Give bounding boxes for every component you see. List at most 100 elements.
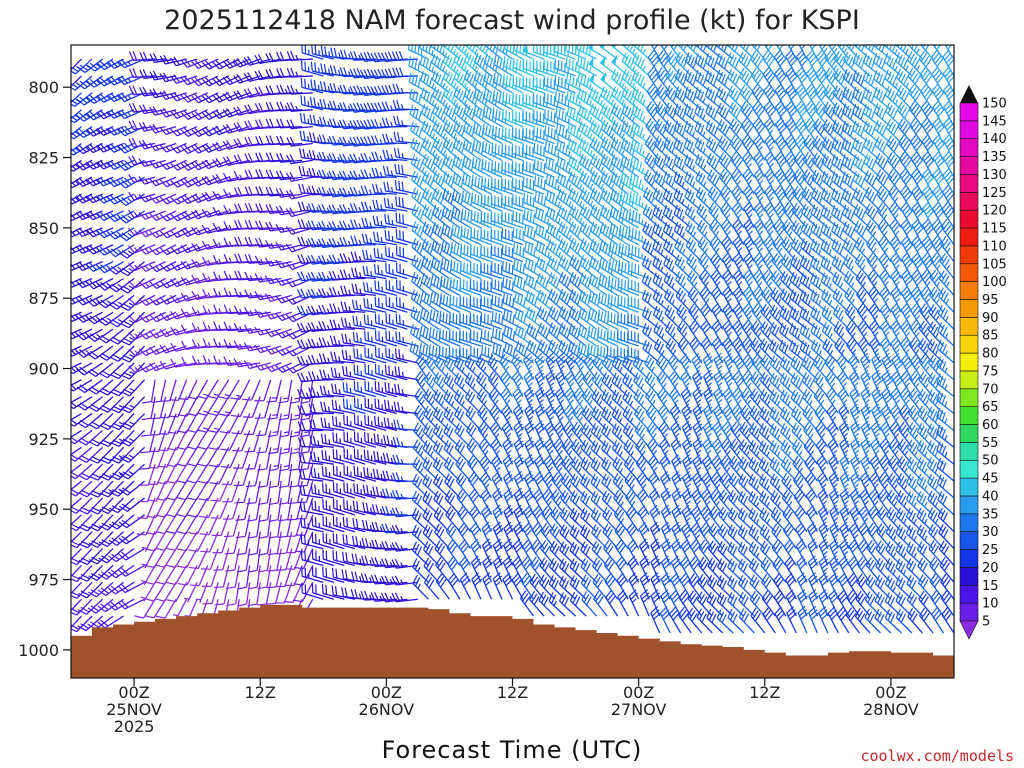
wind-barb [300, 95, 324, 111]
wind-barb [276, 84, 303, 95]
wind-barb [492, 572, 503, 600]
wind-barb [159, 159, 187, 171]
wind-barb [109, 463, 135, 481]
wind-barb [97, 311, 124, 326]
wind-barb [230, 379, 251, 400]
wind-barb [144, 598, 167, 619]
wind-barb [71, 396, 72, 398]
wind-barb [77, 446, 103, 463]
wind-barb [244, 236, 271, 247]
wind-barb [120, 396, 146, 414]
wind-barb [165, 531, 188, 551]
wind-barb [180, 244, 208, 254]
wind-barb [119, 261, 145, 277]
wind-barb [279, 413, 293, 438]
wind-barb [343, 414, 366, 432]
wind-barb [128, 362, 156, 374]
wind-barb [165, 480, 188, 501]
wind-barb [109, 345, 135, 362]
wind-barb [223, 287, 250, 298]
wind-barb [834, 337, 850, 364]
wind-barb [71, 109, 82, 120]
wind-barb [322, 515, 345, 533]
wind-barb [300, 533, 324, 550]
wind-barb [88, 548, 114, 565]
wind-barb [243, 360, 271, 370]
wind-barb [264, 328, 292, 338]
wind-barb [247, 548, 261, 573]
wind-barb [71, 531, 82, 543]
wind-barb [311, 549, 334, 567]
wind-barb [581, 591, 598, 617]
wind-barb [71, 514, 82, 526]
wind-barb [762, 606, 776, 634]
wind-barb [246, 480, 261, 505]
wind-barb [342, 381, 366, 398]
wind-barb [99, 514, 125, 531]
colorbar-label: 100 [982, 275, 1007, 290]
colorbar-cell [959, 477, 979, 497]
x-tick-label: 12Z [497, 683, 528, 702]
wind-barb [301, 60, 324, 77]
colorbar-cell [959, 567, 979, 586]
wind-barb [774, 606, 787, 634]
wind-barb [919, 607, 934, 634]
wind-barb [319, 385, 345, 398]
colorbar-cell [959, 388, 979, 407]
wind-barb [223, 514, 240, 538]
wind-barb [276, 135, 303, 146]
wind-barb [71, 413, 93, 427]
wind-barb [310, 483, 334, 499]
wind-barb [138, 104, 166, 115]
wind-barb [286, 119, 313, 130]
wind-barb [178, 379, 198, 401]
wind-barb [212, 58, 240, 70]
wind-barb [311, 45, 334, 60]
x-tick-label: 12Z [749, 683, 780, 702]
wind-barb [186, 463, 209, 484]
wind-barb [211, 514, 230, 537]
colorbar-label: 90 [982, 311, 999, 326]
wind-barb [275, 311, 303, 322]
wind-barb [75, 193, 103, 204]
wind-barb [198, 480, 219, 502]
wind-barb [165, 514, 188, 535]
wind-barb [245, 464, 261, 488]
wind-barb [99, 480, 125, 498]
wind-barb [71, 531, 93, 549]
colorbar-cell [959, 513, 979, 532]
wind-barb [289, 396, 303, 421]
wind-barb [117, 598, 145, 610]
wind-barb [191, 209, 219, 220]
wind-barb [307, 237, 334, 248]
wind-barb [234, 480, 251, 504]
wind-barb [318, 186, 345, 197]
wind-barb [256, 430, 272, 454]
wind-barb [222, 124, 250, 134]
wind-barb [289, 413, 303, 438]
wind-barb [201, 565, 219, 587]
wind-barb [159, 311, 187, 322]
wind-barb [71, 581, 82, 595]
wind-barb [138, 139, 166, 150]
wind-barb [301, 583, 324, 600]
wind-barb [339, 253, 366, 264]
y-tick-label: 850 [28, 219, 59, 238]
colorbar-label: 55 [982, 436, 999, 451]
wind-barb [226, 582, 240, 607]
wind-barb [275, 345, 303, 356]
wind-barb [86, 109, 114, 121]
wind-barb [170, 310, 198, 320]
wind-barb [77, 413, 103, 429]
colorbar-cell [959, 174, 979, 193]
wind-barb [208, 430, 230, 451]
wind-barb [308, 387, 334, 398]
wind-barb [298, 453, 324, 465]
wind-barb [447, 572, 461, 600]
wind-barb [176, 430, 198, 450]
wind-barb [341, 333, 366, 347]
wind-barb [328, 270, 355, 281]
wind-barb [311, 516, 334, 533]
wind-barb [86, 75, 114, 88]
